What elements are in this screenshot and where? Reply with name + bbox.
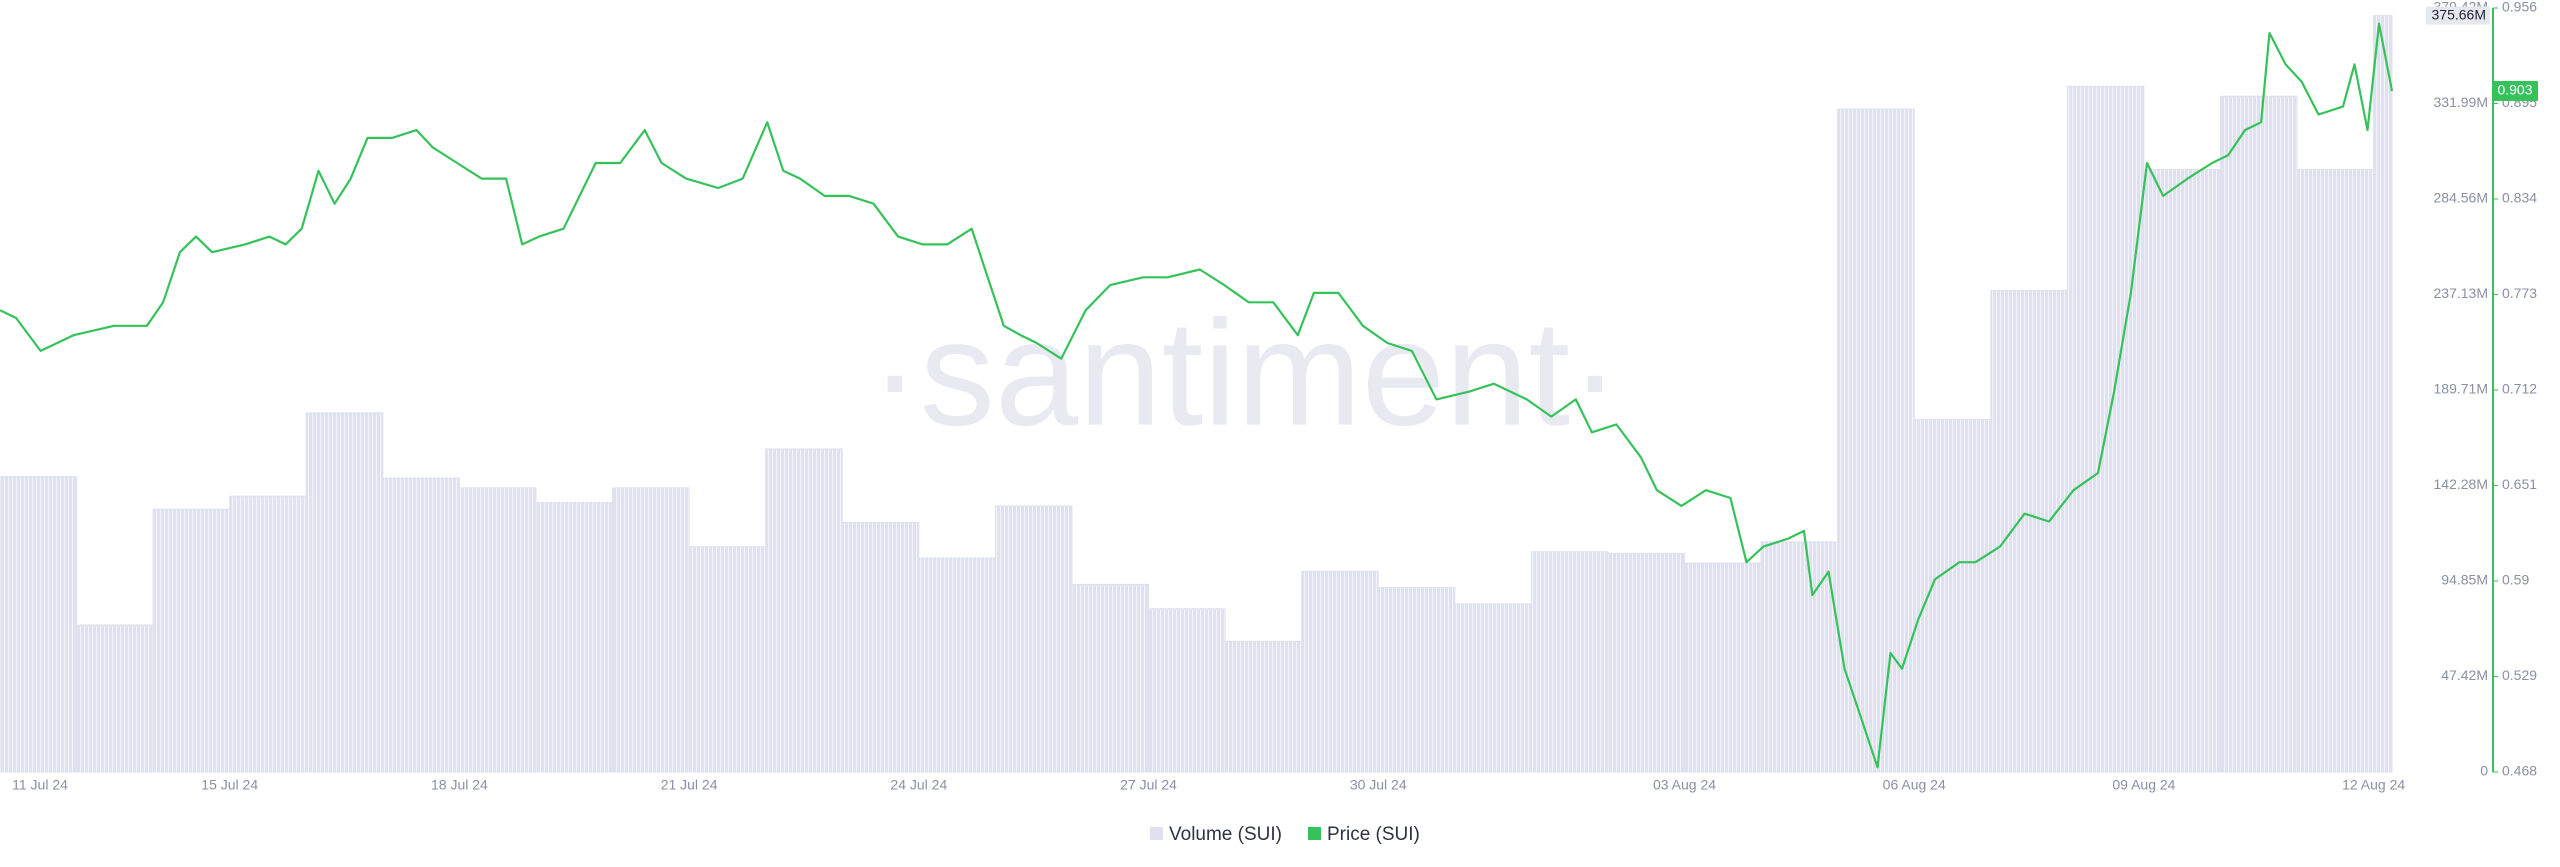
volume-bar <box>458 487 537 773</box>
x-tick-label: 11 Jul 24 <box>12 777 68 793</box>
last-value-badge <box>2493 80 2538 101</box>
legend-label: Price (SUI) <box>1327 824 1420 845</box>
volume-bar <box>2373 15 2393 773</box>
volume-bar <box>1607 552 1686 773</box>
y2-tick-label: 0.773 <box>2502 285 2537 301</box>
volume-bar <box>305 412 384 773</box>
x-tick-label: 27 Jul 24 <box>1120 777 1177 793</box>
last-value-label: 375.66M <box>2432 6 2486 22</box>
volume-bar <box>765 448 843 773</box>
y-tick-label: 237.13M <box>2434 285 2488 301</box>
volume-bar <box>688 546 767 773</box>
volume-bar <box>1837 108 1915 773</box>
volume-bar <box>229 495 307 773</box>
bar-group <box>0 15 2393 773</box>
x-tick-label: 15 Jul 24 <box>201 777 258 793</box>
y2-tick-label: 0.59 <box>2502 572 2529 588</box>
volume-bar <box>1760 541 1839 773</box>
volume-bar <box>1071 583 1150 773</box>
volume-bar <box>918 557 996 773</box>
y2-tick-label: 0.529 <box>2502 667 2537 683</box>
y-tick-label: 47.42M <box>2441 667 2488 683</box>
x-tick-label: 24 Jul 24 <box>890 777 947 793</box>
watermark: ·santiment· <box>870 289 1620 457</box>
y-tick-label: 142.28M <box>2434 476 2488 492</box>
legend-swatch <box>1150 827 1163 840</box>
line-group <box>0 22 2394 769</box>
y-tick-label: 94.85M <box>2441 572 2488 588</box>
y2-tick-label: 0.468 <box>2502 763 2537 779</box>
volume-bar <box>841 521 920 773</box>
legend-label: Volume (SUI) <box>1169 824 1282 845</box>
volume-bar <box>76 624 154 773</box>
legend-swatch <box>1307 827 1321 840</box>
x-tick-label: 18 Jul 24 <box>431 777 488 793</box>
price-line <box>0 22 2394 769</box>
y2-tick-label: 0.834 <box>2502 190 2537 206</box>
x-tick-label: 06 Aug 24 <box>1883 777 1946 793</box>
volume-bar <box>1224 640 1303 773</box>
volume-bar <box>152 508 231 773</box>
volume-bar <box>2296 169 2375 773</box>
x-tick-label: 03 Aug 24 <box>1653 777 1716 793</box>
y-tick-label: 284.56M <box>2434 190 2488 206</box>
volume-bar <box>1530 551 1609 773</box>
volume-bar <box>1454 603 1532 773</box>
volume-bar <box>382 477 460 773</box>
last-value-badge <box>2426 6 2490 25</box>
y2-tick-label: 0.712 <box>2502 381 2537 397</box>
axes: 0 47.42M 94.85M 142.28M 189.71M 237.13M 284.56… <box>12 0 2538 845</box>
volume-bar <box>535 502 614 773</box>
x-tick-label: 09 Aug 24 <box>2112 777 2175 793</box>
y-tick-label: 189.71M <box>2434 381 2488 397</box>
x-tick-label: 30 Jul 24 <box>1350 777 1407 793</box>
volume-bar <box>1990 289 2068 773</box>
volume-bar <box>1684 562 1762 773</box>
volume-bar <box>0 476 78 773</box>
volume-bar <box>994 505 1073 773</box>
last-value-label: 0.903 <box>2497 82 2532 98</box>
volume-bar <box>1148 608 1226 773</box>
y-tick-label: 331.99M <box>2434 94 2488 110</box>
volume-bar <box>1301 570 1379 773</box>
volume-bar <box>2143 169 2221 773</box>
volume-bar <box>1913 418 1992 773</box>
y-tick-label: 0 <box>2480 763 2488 779</box>
y2-tick-label: 0.651 <box>2502 476 2537 492</box>
volume-bar <box>612 487 690 773</box>
y2-tick-label: 0.956 <box>2502 0 2537 15</box>
x-tick-label: 21 Jul 24 <box>661 777 718 793</box>
x-tick-label: 12 Aug 24 <box>2342 777 2405 793</box>
volume-bar <box>1377 587 1456 773</box>
volume-bar <box>2219 95 2298 773</box>
